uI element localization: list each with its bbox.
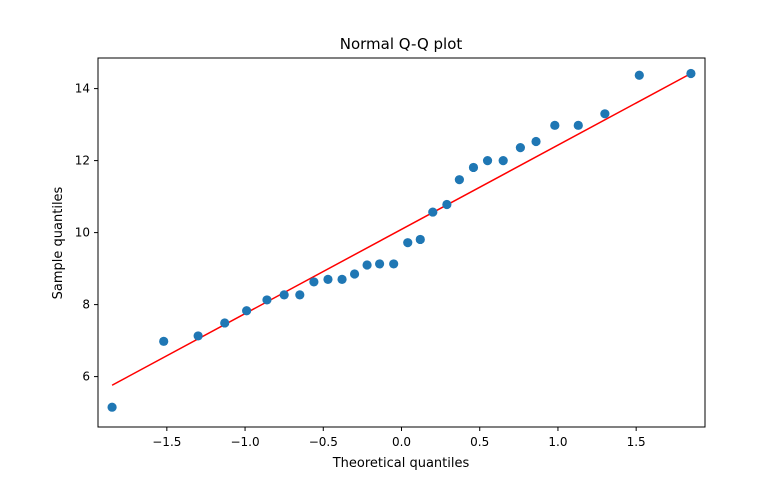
data-point-5 (242, 306, 252, 316)
y-tick-label: 14 (75, 82, 90, 96)
data-point-21 (468, 162, 479, 173)
data-point-22 (482, 156, 493, 166)
data-point-30 (686, 68, 696, 79)
data-point-16 (403, 238, 413, 248)
data-point-3 (193, 331, 203, 341)
y-tick-label: 12 (75, 154, 90, 168)
data-point-13 (362, 260, 372, 270)
data-point-1 (107, 402, 117, 412)
data-point-24 (515, 143, 525, 153)
data-point-26 (550, 120, 560, 130)
data-point-11 (337, 274, 347, 284)
x-tick-label: 1.0 (548, 435, 567, 449)
data-point-18 (428, 207, 438, 217)
data-point-6 (262, 295, 272, 305)
reference-line (111, 72, 692, 386)
data-point-15 (389, 259, 399, 269)
data-point-28 (600, 109, 610, 119)
plot-area (107, 68, 696, 412)
data-point-2 (159, 336, 169, 346)
x-tick-label: 0.5 (470, 435, 489, 449)
data-point-10 (323, 274, 333, 284)
x-tick-label: −1.0 (230, 435, 259, 449)
data-point-9 (309, 277, 319, 287)
x-tick-label: 1.5 (627, 435, 646, 449)
x-axis: −1.5 −1.0 −0.5 0.0 0.5 1.0 1.5 (152, 427, 646, 449)
y-tick-label: 6 (82, 370, 90, 384)
y-tick-label: 10 (75, 226, 90, 240)
data-point-27 (573, 120, 583, 130)
data-point-7 (279, 290, 289, 300)
data-point-20 (454, 175, 464, 185)
x-axis-label: Theoretical quantiles (332, 456, 470, 471)
data-point-19 (442, 199, 452, 210)
y-tick-label: 8 (82, 298, 90, 312)
data-point-14 (374, 259, 385, 269)
data-point-23 (498, 156, 508, 166)
y-axis: 6 8 10 12 14 (75, 82, 98, 384)
x-tick-label: −1.5 (152, 435, 181, 449)
axes-frame (97, 57, 706, 428)
chart-title: Normal Q-Q plot (340, 35, 463, 53)
data-point-25 (531, 136, 541, 147)
data-point-29 (634, 70, 644, 80)
data-point-12 (349, 269, 360, 279)
x-tick-label: 0.0 (392, 435, 411, 449)
data-point-17 (415, 234, 425, 245)
data-point-4 (220, 318, 230, 328)
x-tick-label: −0.5 (309, 435, 338, 449)
y-axis-label: Sample quantiles (51, 186, 66, 299)
data-point-8 (295, 290, 305, 300)
